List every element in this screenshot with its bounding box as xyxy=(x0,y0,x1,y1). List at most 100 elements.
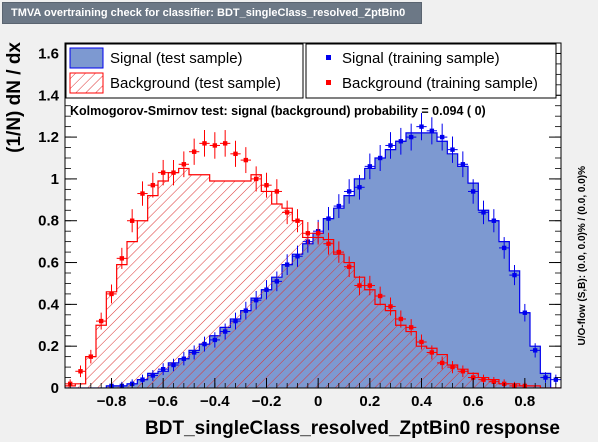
background-train-marker xyxy=(140,191,145,196)
signal-train-marker xyxy=(160,366,166,372)
signal-train-marker xyxy=(398,139,404,144)
signal-train-marker xyxy=(222,329,228,334)
background-train-marker xyxy=(150,182,156,188)
background-train-point xyxy=(478,374,489,385)
signal-train-point xyxy=(251,290,262,310)
background-train-point xyxy=(209,132,220,159)
background-train-marker xyxy=(222,141,228,146)
signal-train-marker xyxy=(419,124,424,129)
signal-train-point xyxy=(344,179,355,204)
signal-train-point xyxy=(375,144,386,172)
signal-train-marker xyxy=(181,356,187,361)
signal-train-point xyxy=(271,271,282,292)
y-tick-label: 1 xyxy=(51,171,59,188)
background-train-point xyxy=(364,275,375,296)
background-train-marker xyxy=(305,231,311,236)
signal-train-point xyxy=(282,254,293,275)
background-train-marker xyxy=(233,151,238,157)
signal-train-marker xyxy=(253,297,259,303)
x-tick-label: −0.8 xyxy=(97,393,127,410)
legend-background-test-swatch xyxy=(69,72,104,94)
background-train-marker xyxy=(253,176,259,182)
legend-signal-test-swatch xyxy=(69,47,104,69)
background-train-point xyxy=(189,138,200,165)
signal-train-marker xyxy=(543,375,548,380)
background-test-hatch xyxy=(65,168,561,388)
x-tick-label: 0.8 xyxy=(514,393,535,410)
signal-train-marker xyxy=(233,318,238,324)
signal-train-marker xyxy=(191,350,197,355)
signal-train-marker xyxy=(212,337,218,343)
signal-train-marker xyxy=(171,362,176,368)
x-tick-label: −0.2 xyxy=(252,393,282,410)
signal-train-marker xyxy=(408,134,414,140)
y-tick-label: 0 xyxy=(51,380,59,397)
signal-train-marker xyxy=(336,203,342,209)
x-tick-label: −0.4 xyxy=(200,393,230,410)
signal-train-point xyxy=(220,323,231,340)
background-train-point xyxy=(292,209,303,233)
background-train-point xyxy=(426,345,437,360)
background-train-point xyxy=(199,130,210,157)
background-train-marker xyxy=(212,143,218,148)
legend-background-train-marker xyxy=(326,80,331,85)
plot-frame xyxy=(64,42,562,389)
background-train-point xyxy=(220,130,231,157)
background-train-point xyxy=(127,209,138,233)
signal-train-point xyxy=(178,352,189,366)
signal-train-point xyxy=(447,136,458,163)
chart-title: TMVA overtraining check for classifier: … xyxy=(11,7,406,19)
background-train-marker xyxy=(367,283,373,288)
signal-train-point xyxy=(240,301,251,320)
signal-train-point xyxy=(457,151,468,178)
background-train-point xyxy=(240,147,251,174)
background-train-marker xyxy=(377,293,383,299)
signal-train-point xyxy=(189,345,200,360)
signal-train-marker xyxy=(512,272,517,278)
signal-train-point xyxy=(530,343,541,358)
background-train-marker xyxy=(408,325,414,330)
legend-signal-train-marker xyxy=(326,55,331,60)
background-train-marker xyxy=(243,157,249,163)
background-train-marker xyxy=(481,377,486,382)
background-train-point xyxy=(106,284,117,304)
signal-train-marker xyxy=(284,262,290,267)
signal-train-point xyxy=(158,363,169,376)
background-train-point xyxy=(375,286,386,306)
signal-train-point xyxy=(333,194,344,219)
signal-train-point xyxy=(168,358,179,372)
background-train-point xyxy=(406,319,417,336)
background-train-marker xyxy=(491,379,497,384)
x-tick-label: 0.4 xyxy=(411,393,433,410)
signal-train-point xyxy=(147,370,158,381)
background-train-marker xyxy=(202,141,207,146)
background-train-marker xyxy=(181,162,187,167)
signal-train-marker xyxy=(460,162,466,167)
signal-train-point xyxy=(199,336,210,352)
signal-train-marker xyxy=(346,189,352,194)
signal-train-point xyxy=(261,280,272,300)
background-train-point xyxy=(344,256,355,278)
signal-train-point xyxy=(468,179,479,204)
background-train-marker xyxy=(429,350,435,355)
background-train-marker xyxy=(284,210,290,215)
legend-background-train-label: Background (training sample) xyxy=(342,75,538,92)
background-train-marker xyxy=(470,375,476,380)
signal-train-point xyxy=(550,374,561,385)
signal-train-point xyxy=(509,265,520,286)
background-train-marker xyxy=(129,218,135,223)
background-train-marker xyxy=(109,291,114,297)
legend-signal-test-label: Signal (test sample) xyxy=(110,50,243,67)
signal-train-point xyxy=(385,132,396,159)
signal-train-point xyxy=(364,153,375,180)
background-train-marker xyxy=(295,218,300,223)
signal-train-point xyxy=(323,207,334,231)
background-train-point xyxy=(271,179,282,204)
signal-train-point xyxy=(416,112,427,141)
background-train-marker xyxy=(419,339,424,345)
x-tick-label: 0.2 xyxy=(359,393,380,410)
signal-train-point xyxy=(292,245,303,267)
background-train-marker xyxy=(388,304,393,309)
signal-train-point xyxy=(540,372,551,383)
signal-train-marker xyxy=(491,218,497,223)
